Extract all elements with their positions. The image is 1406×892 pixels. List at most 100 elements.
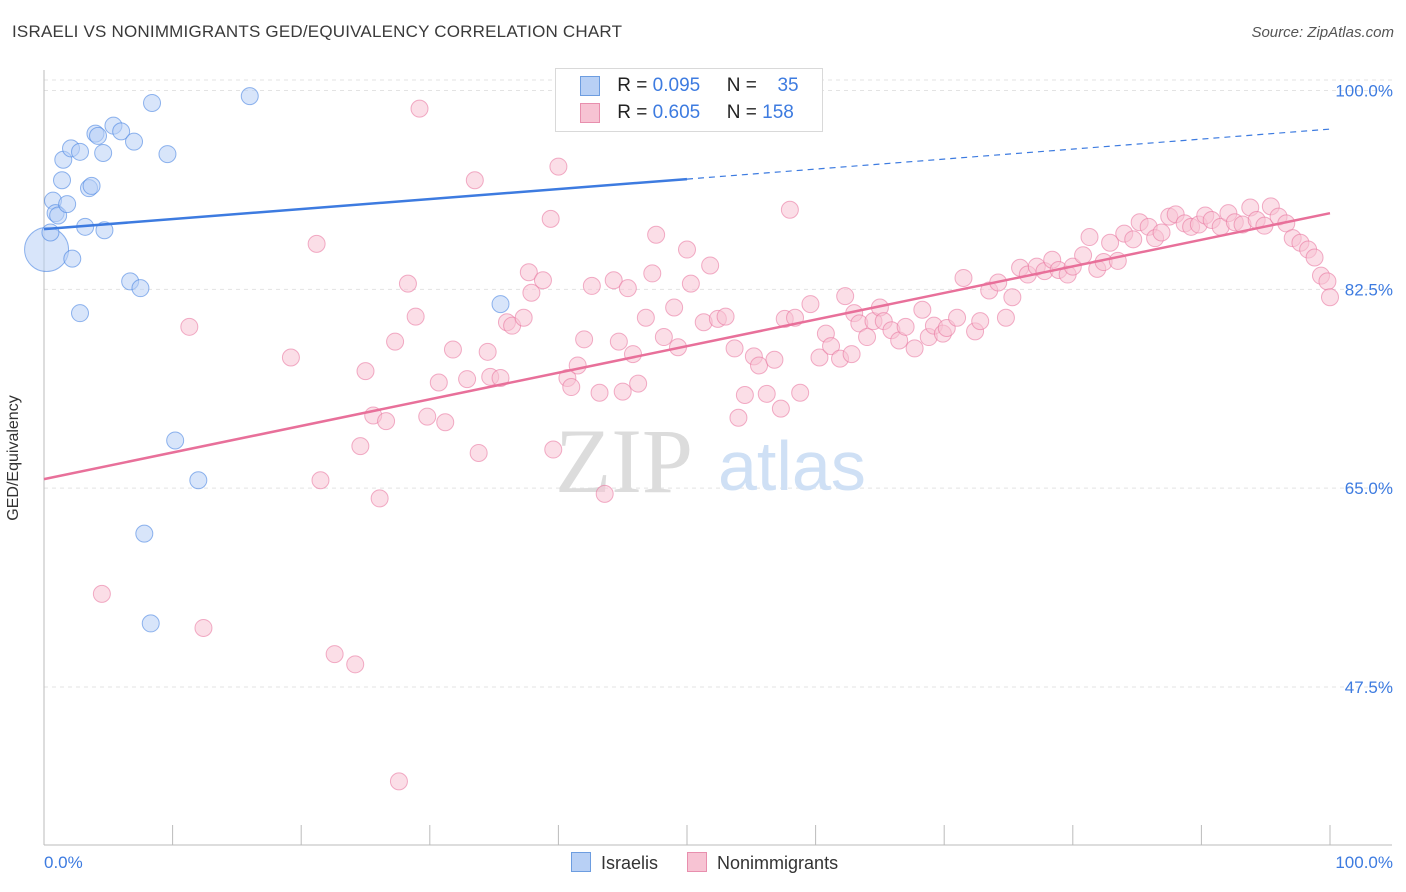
israelis-point [143, 93, 162, 112]
nonimmigrants-point [636, 308, 655, 327]
legend-r-nonimmigrants: 0.605 [652, 102, 701, 123]
series-swatch-nonimmigrants [687, 852, 708, 872]
nonimmigrants-point [311, 471, 330, 490]
series-legend-israelis: Israelis [571, 852, 658, 874]
nonimmigrants-point [410, 99, 429, 118]
nonimmigrants-point [801, 295, 820, 314]
nonimmigrants-point [351, 437, 370, 456]
israelis-trend-extension [686, 128, 1331, 180]
nonimmigrants-point [590, 383, 609, 402]
nonimmigrants-point [1321, 288, 1339, 307]
y-tick-label: 47.5% [1345, 678, 1393, 697]
trend-lines [43, 128, 1331, 481]
nonimmigrants-point [1152, 223, 1171, 242]
nonimmigrants-point [765, 350, 784, 369]
nonimmigrants-point [822, 337, 841, 356]
nonimmigrants-point [549, 157, 568, 176]
legend-r-label: R = [617, 102, 648, 123]
nonimmigrants-point [522, 283, 541, 302]
israelis-point [158, 145, 177, 164]
israelis-point [112, 122, 131, 141]
legend-n-label: N = [726, 102, 757, 123]
chart-title: ISRAELI VS NONIMMIGRANTS GED/EQUIVALENCY… [12, 22, 623, 41]
grid-lines [44, 79, 1392, 688]
nonimmigrants-point [478, 342, 497, 361]
legend-swatch-israelis [580, 75, 600, 96]
nonimmigrants-point [436, 413, 455, 432]
israelis-point [135, 524, 154, 543]
nonimmigrants-point [562, 378, 581, 397]
nonimmigrants-point [575, 330, 594, 349]
nonimmigrants-point [771, 399, 790, 418]
nonimmigrants-point [750, 356, 769, 375]
israelis-point [63, 249, 82, 268]
nonimmigrants-point [469, 443, 488, 462]
nonimmigrants-point [307, 234, 326, 253]
israelis-point [141, 614, 160, 633]
nonimmigrants-point [629, 374, 648, 393]
nonimmigrants-points [92, 99, 1339, 791]
nonimmigrants-point [370, 489, 389, 508]
nonimmigrants-point [194, 618, 213, 637]
x-axis-max-label: 100.0% [1335, 853, 1393, 872]
nonimmigrants-point [541, 209, 560, 228]
y-tick-label: 65.0% [1345, 479, 1393, 498]
israelis-point [491, 295, 510, 314]
nonimmigrants-point [377, 412, 396, 431]
nonimmigrants-point [1080, 228, 1099, 247]
nonimmigrants-point [1003, 288, 1022, 307]
israelis-point [82, 176, 101, 195]
nonimmigrants-point [429, 373, 448, 392]
watermark: ZIP atlas [555, 410, 866, 512]
nonimmigrants-point [1124, 230, 1143, 249]
nonimmigrants-point [757, 384, 776, 403]
nonimmigrants-point [701, 256, 720, 275]
series-legend: Israelis Nonimmigrants [571, 852, 862, 874]
israelis-points [24, 75, 696, 633]
nonimmigrants-point [92, 584, 111, 603]
y-tick-labels: 100.0% 82.5% 65.0% 47.5% [1335, 81, 1393, 697]
nonimmigrants-trend-line [43, 211, 1331, 481]
svg-text:ZIP: ZIP [555, 410, 693, 512]
legend-swatch-nonimmigrants [580, 102, 600, 123]
nonimmigrants-point [406, 307, 425, 326]
legend-row-israelis: R = 0.095 N = 35 [580, 75, 799, 99]
nonimmigrants-point [356, 362, 375, 381]
series-swatch-israelis [571, 852, 591, 872]
nonimmigrants-point [325, 645, 344, 664]
nonimmigrants-point [389, 772, 408, 791]
nonimmigrants-point [1101, 233, 1120, 252]
nonimmigrants-point [398, 274, 417, 293]
israelis-point [131, 279, 150, 298]
nonimmigrants-point [725, 339, 744, 358]
israelis-point [95, 221, 114, 240]
nonimmigrants-point [465, 171, 484, 190]
israelis-point [189, 471, 208, 490]
nonimmigrants-point [836, 287, 855, 306]
nonimmigrants-point [654, 328, 673, 347]
nonimmigrants-point [678, 240, 696, 259]
nonimmigrants-point [643, 264, 662, 283]
nonimmigrants-point [443, 340, 462, 359]
nonimmigrants-point [1318, 272, 1337, 291]
israelis-point [53, 171, 72, 190]
nonimmigrants-point [604, 271, 623, 290]
nonimmigrants-point [609, 332, 628, 351]
israelis-point [71, 142, 90, 161]
israelis-point [94, 143, 113, 162]
nonimmigrants-point [971, 312, 990, 331]
nonimmigrants-point [716, 307, 735, 326]
nonimmigrants-point [896, 317, 915, 336]
nonimmigrants-point [582, 276, 601, 295]
nonimmigrants-point [568, 356, 587, 375]
israelis-point [58, 195, 77, 214]
nonimmigrants-point [858, 328, 877, 347]
legend-n-nonimmigrants: 158 [762, 102, 794, 123]
nonimmigrants-point [595, 484, 614, 503]
nonimmigrants-point [791, 383, 810, 402]
nonimmigrants-point [905, 339, 924, 358]
nonimmigrants-point [729, 408, 748, 427]
israelis-point [71, 304, 90, 323]
israelis-point [240, 87, 259, 106]
nonimmigrants-point [180, 317, 199, 336]
